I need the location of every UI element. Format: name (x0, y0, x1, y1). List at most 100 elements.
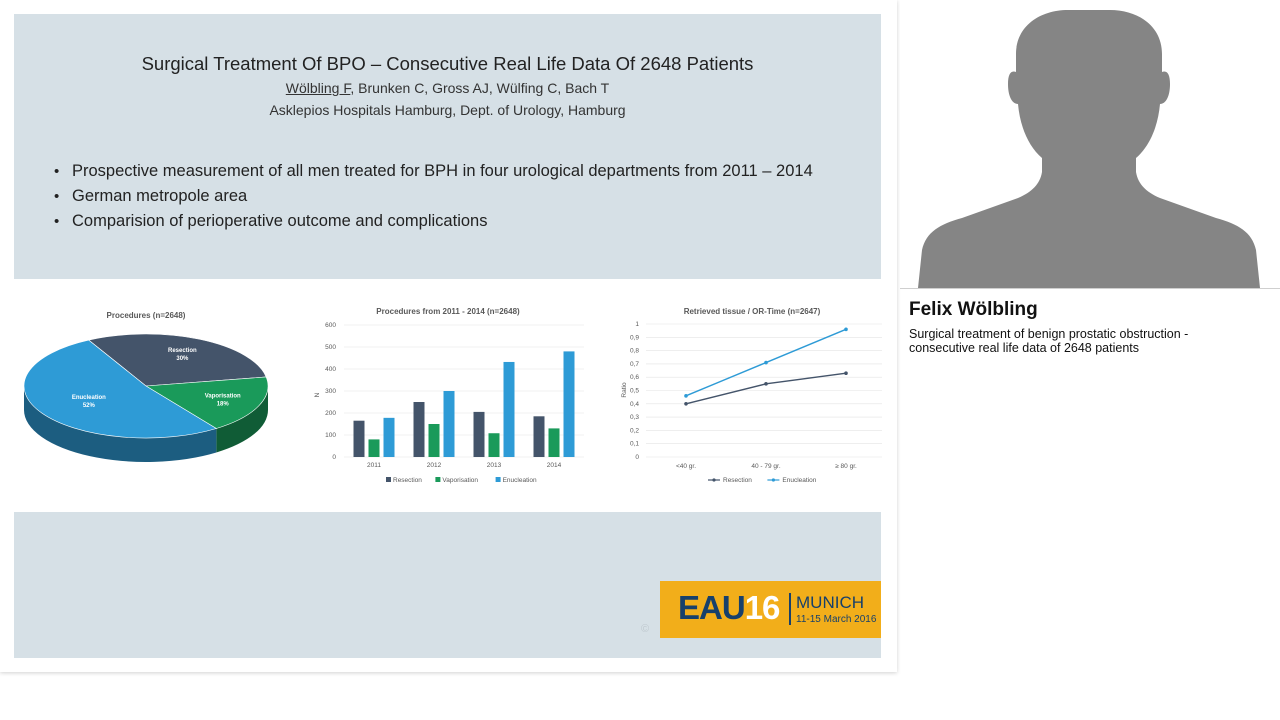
data-point (684, 394, 688, 398)
logo-city: MUNICH (796, 593, 864, 612)
y-tick-label: 0,6 (630, 374, 639, 381)
bar (533, 416, 545, 457)
x-tick-label: 40 - 79 gr. (751, 463, 780, 470)
legend-label: Vaporisation (442, 477, 478, 484)
talk-title: Surgical treatment of benign prostatic o… (909, 327, 1189, 355)
x-tick-label: 2013 (487, 462, 502, 469)
bar (563, 351, 575, 457)
person-silhouette-icon (918, 10, 1260, 288)
y-tick-label: 400 (325, 366, 336, 373)
line-chart: Retrieved tissue / OR-Time (n=2647) Rati… (621, 307, 882, 484)
line-chart-card: Retrieved tissue / OR-Time (n=2647) Rati… (604, 280, 882, 511)
pie-slice-side (216, 386, 268, 453)
speaker-divider (900, 288, 1280, 289)
legend-swatch (495, 477, 501, 482)
bar (383, 417, 395, 457)
legend-label: Enucleation (782, 477, 816, 484)
slide-header-panel: Surgical Treatment Of BPO – Consecutive … (14, 14, 881, 279)
bar (368, 439, 380, 457)
data-point (764, 382, 768, 386)
y-tick-label: 100 (325, 432, 336, 439)
pie-slice-label: Resection (168, 348, 197, 354)
bar-chart-title: Procedures from 2011 - 2014 (n=2648) (376, 307, 520, 316)
y-tick-label: 0 (332, 454, 336, 461)
bar (353, 420, 365, 457)
y-tick-label: 600 (325, 322, 336, 329)
eau-number: 16 (744, 589, 781, 626)
pie-slice (88, 333, 267, 387)
line-chart-ylabel: Ratio (621, 382, 628, 398)
bar (488, 433, 500, 457)
copyright-mark: © (641, 623, 650, 635)
x-tick-label: ≥ 80 gr. (835, 463, 857, 470)
pie-slice-side (24, 386, 217, 462)
pie-slice (145, 376, 269, 429)
slide-authors: Wölbling F, Brunken C, Gross AJ, Wülfing… (14, 80, 881, 96)
bullet-item: Prospective measurement of all men treat… (52, 159, 813, 184)
x-tick-label: 2012 (427, 462, 442, 469)
y-tick-label: 200 (325, 410, 336, 417)
y-tick-label: 0 (635, 454, 639, 461)
y-tick-label: 0,8 (630, 348, 639, 355)
y-tick-label: 0,4 (630, 401, 639, 408)
coauthors: , Brunken C, Gross AJ, Wülfing C, Bach T (350, 80, 610, 96)
pie-slice-label: Vaporisation (205, 393, 241, 399)
legend-swatch (386, 477, 391, 482)
y-tick-label: 0,1 (630, 441, 639, 448)
bar-chart-card: Procedures from 2011 - 2014 (n=2648) N 0… (300, 280, 598, 511)
bar (503, 361, 515, 457)
legend-marker (771, 478, 775, 482)
line-chart-title: Retrieved tissue / OR-Time (n=2647) (684, 307, 821, 316)
pie-chart-title: Procedures (n=2648) (107, 311, 186, 320)
data-point (764, 360, 768, 365)
eau16-logo: EAU16 MUNICH 11-15 March 2016 (660, 581, 881, 638)
slide-affiliation: Asklepios Hospitals Hamburg, Dept. of Ur… (269, 102, 626, 118)
pie-chart: Procedures (n=2648) Resection 30% Vaporisa… (23, 311, 269, 462)
bar (413, 402, 425, 457)
y-tick-label: 500 (325, 344, 336, 351)
bar (548, 428, 560, 457)
bullet-item: Comparision of perioperative outcome and… (52, 209, 813, 234)
logo-dates: 11-15 March 2016 (796, 614, 877, 625)
speaker-name: Felix Wölbling (909, 299, 1038, 320)
bullet-item: German metropole area (52, 184, 813, 209)
legend-label: Resection (393, 477, 422, 484)
bar (443, 391, 455, 457)
eau-wordmark: EAU16 (678, 589, 781, 627)
eau-letters: EAU (678, 589, 746, 626)
slide-title: Surgical Treatment Of BPO – Consecutive … (141, 53, 754, 74)
lead-author: Wölbling F (285, 80, 351, 96)
data-point (844, 371, 848, 376)
pie-slice-value-label: 30% (176, 356, 189, 362)
legend-marker (712, 478, 716, 482)
y-tick-label: 300 (325, 388, 336, 395)
slide: Surgical Treatment Of BPO – Consecutive … (0, 0, 897, 672)
x-tick-label: <40 gr. (676, 463, 696, 470)
bar-chart-ylabel: N (314, 392, 321, 397)
pie-slice-label: Enucleation (72, 395, 106, 401)
legend-swatch (435, 477, 441, 482)
pie-slice (23, 339, 218, 439)
y-tick-label: 0,9 (630, 334, 639, 341)
pie-slice-value-label: 52% (83, 403, 96, 409)
logo-divider (789, 593, 791, 625)
y-tick-label: 0,7 (630, 361, 639, 368)
legend-label: Resection (723, 477, 752, 484)
y-tick-label: 0,2 (630, 427, 639, 434)
data-point (684, 402, 688, 406)
bullet-list: Prospective measurement of all men treat… (52, 159, 813, 234)
bar-chart: Procedures from 2011 - 2014 (n=2648) N 0… (314, 307, 584, 484)
bar (428, 424, 440, 457)
speaker-silhouette (900, 0, 1280, 288)
bar (473, 411, 485, 457)
y-tick-label: 0,5 (630, 388, 639, 395)
y-tick-label: 0,3 (630, 414, 639, 421)
pie-slice-value-label: 18% (217, 401, 230, 407)
legend-label: Enucleation (503, 477, 537, 484)
pie-chart-card: Procedures (n=2648) Resection 30% Vaporisa… (14, 280, 292, 511)
data-point (844, 327, 848, 332)
x-tick-label: 2014 (547, 462, 562, 469)
y-tick-label: 1 (635, 321, 639, 328)
series-line (685, 372, 847, 405)
